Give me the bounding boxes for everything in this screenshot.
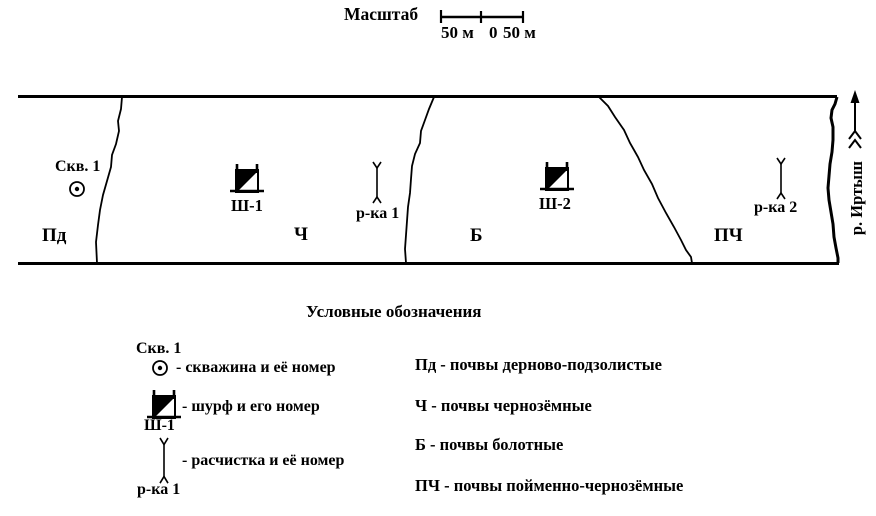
soil-boundary-2	[404, 96, 435, 264]
borehole-label-map: Скв. 1	[55, 158, 101, 175]
pit-symbol-sh1	[228, 162, 266, 194]
zone-label-pd: Пд	[42, 225, 67, 246]
legend-clearing-desc: - расчистка и её номер	[182, 452, 345, 469]
legend-clearing-number: р-ка 1	[137, 481, 181, 498]
soil-boundary-3	[598, 96, 693, 264]
scale-zero-label: 0	[489, 23, 498, 42]
scale-bar	[439, 10, 525, 23]
legend-soil-pch: ПЧ - почвы пойменно-чернозёмные	[415, 476, 684, 495]
legend-soil-pd: Пд - почвы дерново-подзолистые	[415, 355, 663, 374]
pit-symbol-legend	[145, 388, 183, 420]
legend-soil-b: Б - почвы болотные	[415, 435, 564, 454]
pit-label-sh1: Ш-1	[231, 196, 263, 215]
borehole-symbol-map	[69, 181, 85, 197]
legend-pit-desc: - шурф и его номер	[182, 398, 320, 415]
legend-title: Условные обозначения	[306, 302, 482, 321]
zone-label-b: Б	[470, 225, 483, 246]
flow-direction-arrow-icon	[848, 90, 862, 149]
legend-soil-ch: Ч - почвы чернозёмные	[415, 396, 592, 415]
legend-borehole-number: Скв. 1	[136, 340, 182, 357]
zone-label-pch: ПЧ	[714, 225, 743, 246]
clearing-label-rka1: р-ка 1	[356, 205, 400, 222]
clearing-symbol-legend	[159, 437, 169, 484]
clearing-symbol-rka2	[776, 157, 786, 200]
pit-label-sh2: Ш-2	[539, 194, 571, 213]
scale-right-label: 50 м	[503, 23, 536, 42]
clearing-label-rka2: р-ка 2	[754, 199, 798, 216]
scale-title: Масштаб	[344, 4, 419, 24]
pit-symbol-sh2	[538, 160, 576, 192]
soil-boundary-1	[95, 96, 123, 264]
scale-left-label: 50 м	[441, 23, 474, 42]
legend-pit-number: Ш-1	[144, 417, 175, 434]
legend-borehole-desc: - скважина и её номер	[176, 359, 336, 376]
river-bank-line	[826, 96, 840, 263]
clearing-symbol-rka1	[372, 161, 382, 204]
borehole-symbol-legend	[152, 360, 168, 376]
river-name-label: р. Иртыш	[846, 161, 866, 236]
zone-label-ch: Ч	[294, 224, 308, 245]
